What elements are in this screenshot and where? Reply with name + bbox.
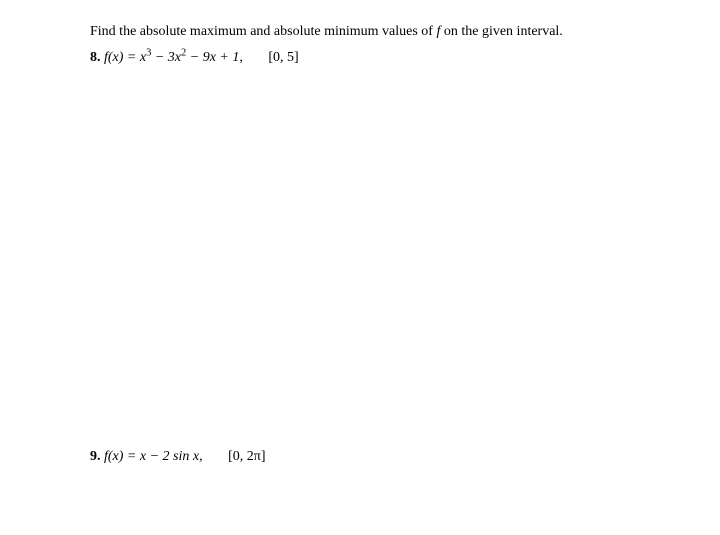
problem-9-interval: [0, 2π] xyxy=(228,449,265,464)
problem-9: 9. f(x) = x − 2 sin x, [0, 2π] xyxy=(90,447,685,467)
problem-8-interval: [0, 5] xyxy=(268,50,298,65)
problem-9-formula: f(x) = x − 2 sin x, xyxy=(104,449,203,464)
page-content: Find the absolute maximum and absolute m… xyxy=(0,0,720,489)
instruction-prefix: Find the absolute maximum and absolute m… xyxy=(90,24,436,39)
problem-8-formula: f(x) = x3 − 3x2 − 9x + 1, xyxy=(104,50,243,65)
problem-8-number: 8. xyxy=(90,50,101,65)
problem-8: 8. f(x) = x3 − 3x2 − 9x + 1, [0, 5] xyxy=(90,48,685,68)
instruction-line: Find the absolute maximum and absolute m… xyxy=(90,22,685,42)
problem-9-number: 9. xyxy=(90,449,101,464)
instruction-suffix: on the given interval. xyxy=(440,24,562,39)
